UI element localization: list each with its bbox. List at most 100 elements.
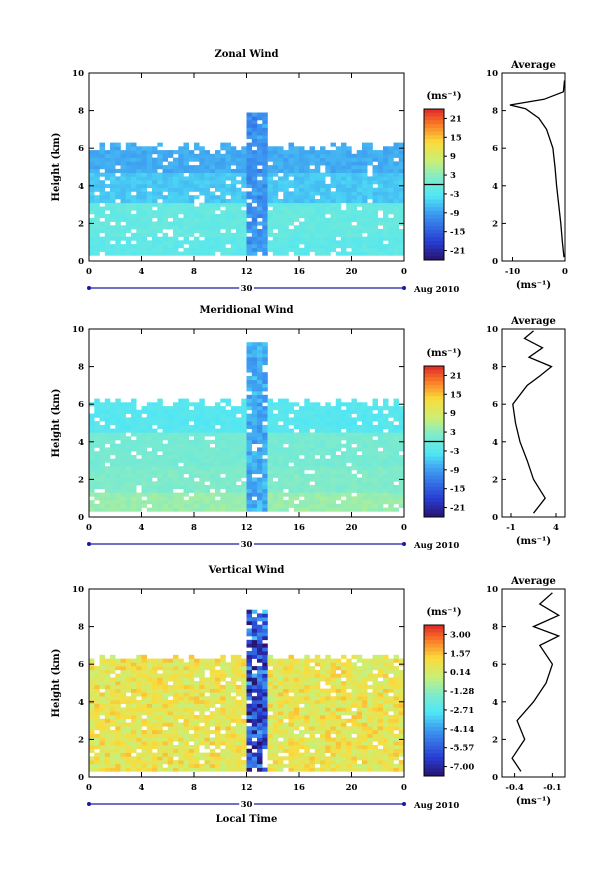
colorbar-segment: [424, 452, 444, 458]
colorbar-segment: [424, 418, 444, 424]
colorbar-tick-label: -2.71: [450, 706, 474, 716]
colorbar-segment: [424, 490, 444, 495]
average-y-tick-label: 4: [492, 698, 498, 708]
colorbar-segment: [424, 403, 444, 409]
heatmap-cells: [89, 342, 405, 512]
colorbar-segment: [424, 407, 444, 412]
x-tick-label: 20: [346, 267, 358, 277]
x-tick-label: 4: [139, 523, 145, 533]
colorbar-segment: [424, 433, 444, 439]
average-y-tick-label: 8: [492, 107, 498, 117]
average-x-label: (ms⁻¹): [516, 536, 551, 547]
colorbar-tick-label: 0.14: [450, 668, 471, 678]
colorbar-segment: [424, 139, 444, 144]
colorbar-segment: [424, 513, 444, 518]
colorbar-segment: [424, 632, 444, 637]
panel-title: Vertical Wind: [208, 565, 285, 576]
colorbar-segment: [424, 486, 444, 492]
colorbar: 21 15 9 3 -3 -9 -15 -21 (ms⁻¹): [423, 91, 465, 261]
average-title: Average: [510, 576, 556, 587]
colorbar-tick-label: 3: [450, 428, 456, 438]
colorbar-segment: [424, 757, 444, 762]
colorbar-segment: [424, 723, 444, 728]
colorbar-segment: [424, 116, 444, 121]
average-x-tick-label: -10: [505, 267, 520, 277]
colorbar-segment: [424, 366, 444, 371]
x-tick-label: 8: [191, 523, 197, 533]
y-axis-label: Height (km): [51, 649, 62, 718]
colorbar-tick-label: -1.28: [450, 687, 474, 697]
date-label: 30: [241, 284, 253, 294]
x-tick-label: 0: [401, 267, 407, 277]
colorbar-segment: [424, 445, 444, 450]
colorbar-segment: [424, 628, 444, 634]
colorbar-segment: [424, 464, 444, 469]
colorbar-segment: [424, 158, 444, 163]
colorbar-segment: [424, 165, 444, 170]
colorbar-segment: [424, 437, 444, 442]
colorbar-segment: [424, 760, 444, 766]
x-tick-label: 0: [86, 267, 92, 277]
colorbar-segment: [424, 381, 444, 386]
colorbar-segment: [424, 143, 444, 148]
x-tick-label: 12: [241, 523, 253, 533]
y-axis-label: Height (km): [51, 389, 62, 458]
colorbar-segment: [424, 509, 444, 514]
average-y-tick-label: 10: [486, 69, 498, 79]
colorbar-tick-label: -15: [450, 228, 465, 238]
colorbar-tick-label: -21: [450, 504, 465, 514]
colorbar-segment: [424, 734, 444, 739]
colorbar-segment: [424, 742, 444, 747]
average-x-tick-label: 0: [562, 267, 568, 277]
x-tick-label: 20: [346, 783, 358, 793]
colorbar-segment: [424, 203, 444, 208]
colorbar-segment: [424, 218, 444, 223]
y-tick-label: 4: [78, 438, 84, 448]
colorbar-tick-label: 3.00: [450, 630, 471, 640]
average-profile-line: [511, 592, 561, 772]
colorbar-segment: [424, 384, 444, 390]
colorbar: 21 15 9 3 -3 -9 -15 -21 (ms⁻¹): [423, 348, 465, 518]
panel-title: Meridional Wind: [199, 305, 293, 316]
y-tick-label: 6: [78, 660, 84, 670]
colorbar-frame: [423, 624, 445, 777]
colorbar-segment: [424, 745, 444, 751]
colorbar-segment: [424, 662, 444, 668]
colorbar-segment: [424, 467, 444, 473]
y-tick-label: 10: [72, 325, 84, 335]
colorbar-segment: [424, 647, 444, 652]
colorbar-segment: [424, 252, 444, 257]
colorbar-segment: [424, 109, 444, 114]
x-tick-label: 16: [293, 523, 305, 533]
date-line-end: [402, 802, 406, 806]
colorbar-tick-label: -15: [450, 485, 465, 495]
colorbar-segment: [424, 700, 444, 705]
average-profile-line: [512, 330, 553, 514]
colorbar-segment: [424, 483, 444, 488]
x-tick-label: 16: [293, 783, 305, 793]
colorbar-segment: [424, 214, 444, 219]
y-tick-label: 0: [78, 513, 84, 523]
date-label: 30: [241, 800, 253, 810]
date-suffix: Aug 2010: [413, 541, 459, 551]
colorbar-segment: [424, 426, 444, 431]
average-y-tick-label: 8: [492, 623, 498, 633]
average-profile: Average 0 2 4 6 8 10 -10 0 (ms⁻¹): [486, 60, 568, 291]
colorbar-tick-label: 15: [450, 390, 462, 400]
colorbar-tick-label: 21: [450, 114, 462, 124]
x-tick-label: 4: [139, 267, 145, 277]
colorbar-segment: [424, 373, 444, 378]
y-tick-label: 0: [78, 257, 84, 267]
colorbar-segment: [424, 192, 444, 197]
average-frame: [501, 328, 566, 518]
x-tick-label: 0: [86, 523, 92, 533]
average-frame: [501, 588, 566, 778]
colorbar-segment: [424, 460, 444, 465]
x-axis-label: Local Time: [216, 814, 278, 825]
colorbar-segment: [424, 184, 444, 189]
date-suffix: Aug 2010: [413, 801, 459, 811]
average-y-tick-label: 6: [492, 400, 498, 410]
colorbar-segment: [424, 411, 444, 416]
